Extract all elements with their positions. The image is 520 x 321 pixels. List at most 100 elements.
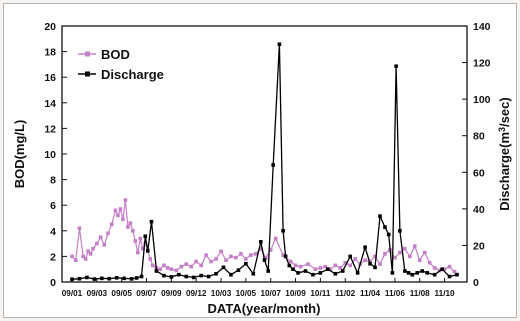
- discharge-data-point: [425, 271, 429, 275]
- x-tick-label: 10/09: [285, 289, 306, 298]
- discharge-data-point: [236, 268, 241, 272]
- bod-data-point: [219, 249, 223, 254]
- discharge-data-point: [432, 272, 437, 277]
- discharge-data-point: [291, 267, 295, 271]
- x-tick-label: 11/08: [410, 289, 430, 298]
- bod-data-point: [343, 261, 348, 265]
- discharge-data-point: [162, 273, 166, 278]
- y-right-tick-label: 40: [473, 204, 485, 216]
- y-right-tick-label: 120: [473, 58, 491, 70]
- bod-data-point: [254, 252, 258, 256]
- bod-data-point: [116, 213, 120, 218]
- discharge-data-point: [107, 276, 112, 281]
- bod-data-point: [165, 266, 170, 270]
- discharge-data-point: [229, 272, 233, 277]
- x-tick-label: 09/07: [136, 289, 157, 298]
- discharge-data-point: [139, 274, 144, 279]
- x-tick-label: 10/07: [260, 289, 281, 298]
- bod-data-point: [338, 266, 343, 270]
- bod-data-point: [239, 252, 243, 256]
- discharge-data-point: [403, 269, 407, 273]
- discharge-data-point: [340, 269, 345, 273]
- y-axis-right-title-sup: 3: [497, 127, 507, 132]
- bod-data-point: [273, 236, 278, 241]
- bod-data-point: [427, 261, 432, 265]
- bod-data-point: [306, 262, 310, 266]
- bod-data-point: [128, 221, 133, 225]
- discharge-data-point: [394, 64, 398, 69]
- discharge-data-point: [221, 265, 226, 270]
- bod-data-point: [118, 207, 123, 211]
- bod-data-point: [328, 267, 333, 271]
- x-tick-label: 11/06: [385, 289, 405, 298]
- discharge-data-point: [122, 276, 126, 281]
- bod-data-point: [417, 258, 422, 263]
- y-left-tick-label: 16: [44, 72, 56, 84]
- x-tick-label: 09/01: [62, 289, 83, 298]
- discharge-data-point: [85, 275, 89, 280]
- discharge-data-point: [271, 163, 275, 167]
- x-tick-label: 09/09: [161, 289, 182, 298]
- discharge-data-point: [383, 225, 387, 229]
- x-tick-label: 10/03: [211, 289, 232, 298]
- discharge-data-point: [262, 258, 267, 262]
- y-right-tick-label: 20: [473, 240, 485, 252]
- x-tick-label: 11/04: [360, 289, 380, 298]
- bod-data-point: [281, 253, 285, 257]
- discharge-data-point: [129, 277, 134, 281]
- discharge-data-point: [406, 271, 411, 275]
- discharge-data-point: [114, 275, 119, 280]
- bod-data-point: [432, 266, 437, 270]
- discharge-data-point: [134, 276, 139, 280]
- bod-data-point: [174, 268, 179, 273]
- x-tick-label: 10/11: [310, 289, 330, 298]
- bod-data-point: [126, 225, 130, 229]
- bod-data-point: [179, 264, 184, 269]
- bod-data-point: [123, 198, 128, 202]
- bod-data-point: [383, 252, 387, 256]
- discharge-data-point: [390, 271, 395, 275]
- bod-data-point: [408, 254, 412, 259]
- discharge-data-point: [368, 261, 372, 266]
- discharge-data-point: [206, 274, 211, 279]
- legend-discharge-label: Discharge: [101, 67, 164, 82]
- bod-data-point: [393, 255, 397, 260]
- bod-data-point: [318, 266, 323, 270]
- bod-data-point: [102, 243, 107, 247]
- discharge-data-point: [281, 229, 285, 233]
- x-tick-label: 11/10: [435, 289, 455, 298]
- discharge-data-point: [244, 261, 248, 266]
- bod-data-point: [209, 259, 213, 264]
- bod-data-point: [333, 263, 338, 268]
- bod-data-point: [378, 262, 382, 266]
- discharge-data-point: [214, 271, 218, 276]
- discharge-data-point: [420, 269, 425, 273]
- bod-data-point: [323, 264, 328, 269]
- bod-data-point: [143, 241, 148, 246]
- discharge-data-point: [373, 265, 377, 270]
- bod-data-point: [398, 250, 402, 255]
- discharge-data-point: [177, 272, 181, 277]
- discharge-data-point: [169, 275, 174, 279]
- discharge-data-point: [70, 277, 74, 282]
- bod-data-point: [136, 250, 140, 255]
- bod-data-point: [199, 263, 203, 268]
- bod-data-point: [403, 246, 407, 251]
- y-left-tick-label: 10: [44, 149, 56, 161]
- y-right-tick-label: 0: [473, 277, 479, 289]
- plot-area: [61, 25, 468, 283]
- bod-data-point: [106, 231, 110, 236]
- discharge-data-point: [303, 269, 308, 273]
- discharge-data-point: [145, 249, 150, 253]
- bod-data-point: [140, 246, 145, 251]
- bod-data-point: [77, 226, 82, 231]
- discharge-data-point: [326, 267, 330, 271]
- discharge-data-point: [100, 276, 104, 281]
- bod-data-point: [73, 258, 78, 263]
- bod-data-point: [189, 264, 194, 269]
- legend-discharge-marker: [85, 71, 90, 77]
- bod-data-point: [298, 264, 303, 269]
- bod-data-point: [133, 239, 138, 243]
- bod-data-point: [204, 253, 208, 257]
